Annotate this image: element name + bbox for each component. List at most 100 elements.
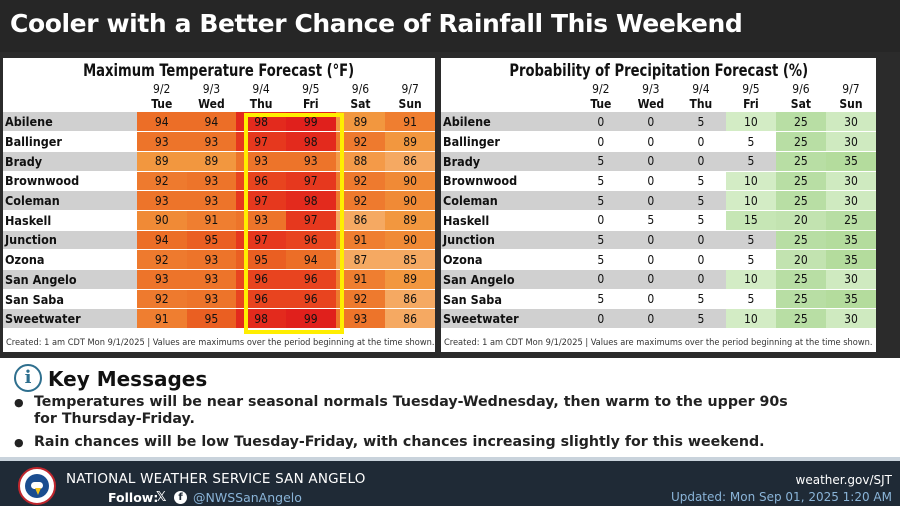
day-header: Sun bbox=[839, 97, 863, 111]
value-cell: 0 bbox=[675, 249, 726, 270]
value-cell: 98 bbox=[285, 190, 336, 211]
x-icon[interactable]: 𝕏 bbox=[156, 490, 167, 505]
value-cell: 30 bbox=[825, 190, 876, 211]
footer-bar: NATIONAL WEATHER SERVICE SAN ANGELO Foll… bbox=[0, 457, 900, 506]
table-row: Coleman 5 0 5 10 25 30 bbox=[441, 190, 876, 211]
value-cell: 90 bbox=[385, 230, 435, 251]
key-message-item: Rain chances will be low Tuesday-Friday,… bbox=[14, 434, 804, 451]
table-row: Ozona 5 0 0 5 20 35 bbox=[441, 249, 876, 270]
temperature-footnote: Created: 1 am CDT Mon 9/1/2025 | Values … bbox=[6, 337, 435, 348]
precipitation-footnote: Created: 1 am CDT Mon 9/1/2025 | Values … bbox=[444, 337, 873, 348]
value-cell: 96 bbox=[285, 230, 336, 251]
value-cell: 0 bbox=[575, 210, 626, 231]
value-cell: 94 bbox=[285, 249, 336, 270]
table-row: San Angelo 93 93 96 96 91 89 bbox=[3, 269, 435, 290]
value-cell: 93 bbox=[186, 269, 237, 290]
value-cell: 94 bbox=[186, 112, 237, 133]
value-cell: 99 bbox=[285, 308, 336, 330]
date-header: 9/3 bbox=[642, 82, 660, 96]
date-header: 9/7 bbox=[401, 82, 419, 96]
social-handle[interactable]: @NWSSanAngelo bbox=[193, 490, 302, 505]
value-cell: 93 bbox=[236, 151, 286, 172]
date-header: 9/4 bbox=[692, 82, 710, 96]
day-header: Sat bbox=[350, 97, 371, 111]
value-cell: 96 bbox=[236, 269, 286, 290]
value-cell: 5 bbox=[675, 112, 726, 133]
table-row: Haskell 90 91 93 97 86 89 bbox=[3, 210, 435, 231]
value-cell: 93 bbox=[136, 269, 187, 290]
value-cell: 96 bbox=[236, 171, 286, 192]
table-row: Brownwood 5 0 5 10 25 30 bbox=[441, 171, 876, 192]
value-cell: 92 bbox=[335, 131, 386, 152]
value-cell: 0 bbox=[575, 131, 626, 152]
city-name: San Saba bbox=[3, 289, 137, 310]
value-cell: 25 bbox=[775, 190, 826, 211]
table-row: Junction 5 0 0 5 25 35 bbox=[441, 230, 876, 251]
date-header: 9/7 bbox=[842, 82, 860, 96]
table-row: San Angelo 0 0 0 10 25 30 bbox=[441, 269, 876, 290]
day-header: Sun bbox=[398, 97, 422, 111]
value-cell: 25 bbox=[775, 131, 826, 152]
temperature-title: Maximum Temperature Forecast (°F) bbox=[83, 61, 355, 81]
table-row: Ozona 92 93 95 94 87 85 bbox=[3, 249, 435, 270]
value-cell: 25 bbox=[775, 230, 826, 251]
value-cell: 93 bbox=[186, 249, 237, 270]
value-cell: 91 bbox=[335, 230, 386, 251]
value-cell: 0 bbox=[575, 269, 626, 290]
value-cell: 93 bbox=[186, 289, 237, 310]
city-name: Sweetwater bbox=[441, 308, 576, 330]
value-cell: 0 bbox=[675, 269, 726, 290]
value-cell: 96 bbox=[236, 289, 286, 310]
value-cell: 97 bbox=[236, 230, 286, 251]
value-cell: 0 bbox=[675, 230, 726, 251]
city-name: Brownwood bbox=[3, 171, 137, 192]
value-cell: 10 bbox=[725, 112, 776, 133]
value-cell: 89 bbox=[385, 131, 435, 152]
value-cell: 25 bbox=[775, 308, 826, 330]
value-cell: 95 bbox=[236, 249, 286, 270]
table-row: San Saba 92 93 96 96 92 86 bbox=[3, 289, 435, 310]
table-row: Junction 94 95 97 96 91 90 bbox=[3, 230, 435, 251]
date-header: 9/5 bbox=[302, 82, 320, 96]
value-cell: 10 bbox=[725, 171, 776, 192]
value-cell: 0 bbox=[625, 190, 676, 211]
value-cell: 5 bbox=[675, 210, 726, 231]
value-cell: 5 bbox=[725, 151, 776, 172]
value-cell: 93 bbox=[136, 190, 187, 211]
value-cell: 90 bbox=[136, 210, 187, 231]
city-name: Junction bbox=[441, 230, 576, 251]
value-cell: 5 bbox=[575, 249, 626, 270]
city-name: San Angelo bbox=[441, 269, 576, 290]
value-cell: 10 bbox=[725, 308, 776, 330]
value-cell: 92 bbox=[335, 289, 386, 310]
value-cell: 94 bbox=[136, 230, 187, 251]
city-name: Coleman bbox=[3, 190, 137, 211]
value-cell: 5 bbox=[575, 151, 626, 172]
day-header: Wed bbox=[637, 97, 665, 111]
table-row: Abilene 0 0 5 10 25 30 bbox=[441, 112, 876, 133]
value-cell: 0 bbox=[625, 249, 676, 270]
value-cell: 10 bbox=[725, 190, 776, 211]
info-icon: i bbox=[14, 364, 42, 392]
value-cell: 90 bbox=[385, 190, 435, 211]
office-name: NATIONAL WEATHER SERVICE SAN ANGELO bbox=[66, 471, 366, 487]
value-cell: 5 bbox=[575, 190, 626, 211]
city-name: Abilene bbox=[3, 112, 137, 133]
value-cell: 97 bbox=[236, 190, 286, 211]
value-cell: 0 bbox=[625, 131, 676, 152]
value-cell: 5 bbox=[725, 249, 776, 270]
table-row: Coleman 93 93 97 98 92 90 bbox=[3, 190, 435, 211]
value-cell: 5 bbox=[725, 131, 776, 152]
value-cell: 5 bbox=[675, 308, 726, 330]
website-link[interactable]: weather.gov/SJT bbox=[795, 473, 892, 487]
value-cell: 5 bbox=[675, 289, 726, 310]
city-name: Ozona bbox=[441, 249, 576, 270]
date-header: 9/3 bbox=[202, 82, 221, 96]
value-cell: 10 bbox=[725, 269, 776, 290]
value-cell: 91 bbox=[136, 308, 187, 330]
facebook-icon[interactable]: f bbox=[174, 491, 187, 504]
value-cell: 0 bbox=[575, 308, 626, 330]
header-bar: Cooler with a Better Chance of Rainfall … bbox=[0, 0, 900, 52]
day-header: Tue bbox=[590, 97, 612, 111]
day-header: Wed bbox=[198, 97, 225, 111]
